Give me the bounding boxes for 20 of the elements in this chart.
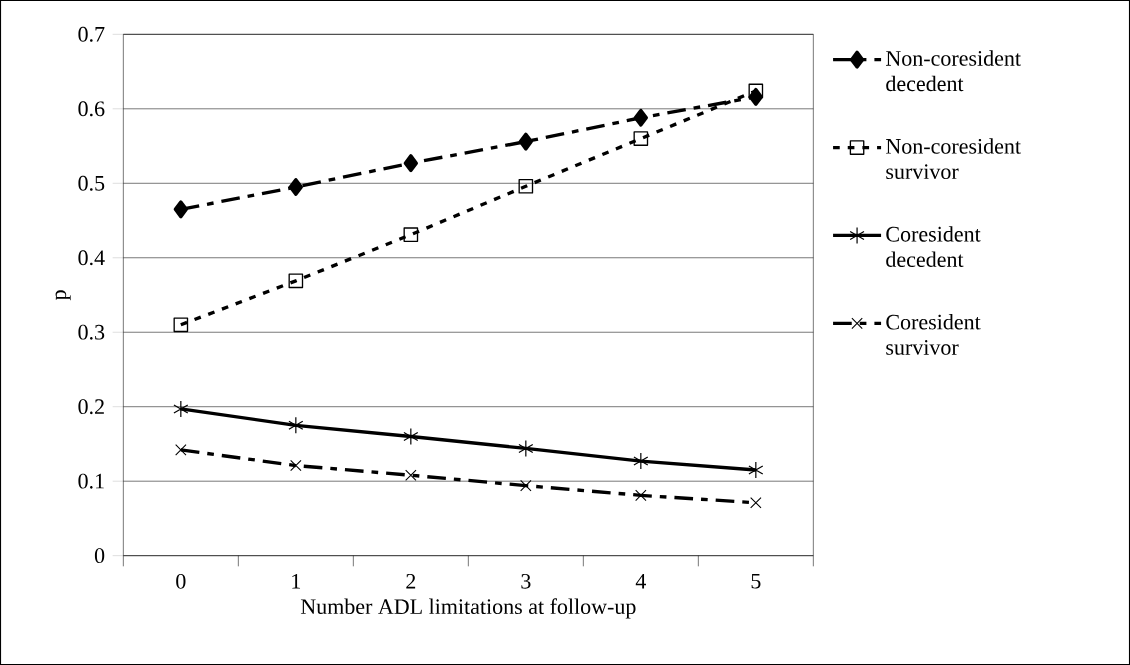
legend-label: Non-coresident survivor — [886, 138, 1021, 180]
y-tick-label: 0.6 — [78, 101, 105, 117]
x-tick-label: 4 — [635, 573, 646, 589]
x-tick-label: 0 — [176, 573, 186, 589]
x-tick-label: 2 — [406, 573, 416, 589]
y-tick-label: 0.3 — [78, 324, 105, 340]
y-tick-label: 0.5 — [78, 175, 105, 191]
y-tick-label: 0.7 — [78, 26, 105, 42]
x-tick-label: 1 — [292, 573, 301, 589]
x-tick-label: 5 — [751, 573, 761, 589]
legend-label: Coresident decedent — [886, 226, 981, 267]
y-tick-label: 0.4 — [78, 250, 105, 266]
legend-label: Coresident survivor — [886, 314, 981, 355]
x-axis-title: Number ADL limitations at follow-up — [300, 598, 636, 619]
legend-label: Non-coresident decedent — [886, 50, 1021, 92]
y-tick-label: 0.2 — [78, 399, 104, 415]
x-tick-label: 3 — [521, 573, 531, 589]
y-tick-label: 0.1 — [78, 473, 104, 489]
y-axis-title: p — [55, 290, 71, 301]
y-tick-label: 0 — [94, 548, 105, 564]
